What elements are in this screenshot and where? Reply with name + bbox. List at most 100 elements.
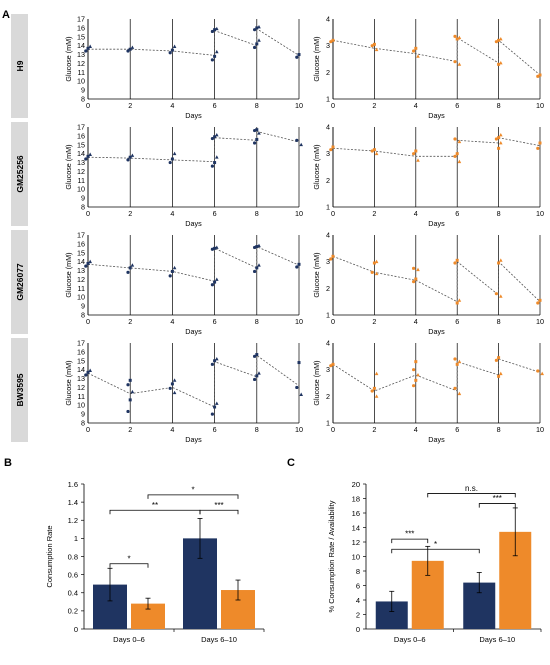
x-tick-label: 8 — [497, 101, 501, 110]
y-tick-label: 16 — [77, 131, 85, 140]
data-point — [416, 373, 420, 377]
data-point — [215, 357, 219, 361]
y-tick-label: 17 — [77, 15, 85, 24]
data-point — [168, 51, 172, 55]
data-point — [297, 361, 301, 365]
data-point — [257, 243, 261, 248]
data-point — [372, 148, 376, 152]
data-point — [168, 160, 172, 165]
y-tick-label: 2 — [326, 176, 330, 185]
y-tick-label: 10 — [77, 293, 85, 302]
y-axis-title: Glucose (mM) — [312, 252, 321, 297]
y-tick-label: 11 — [78, 284, 85, 293]
plot-right-gm26077: 1 2 3 4 0 2 4 6 8 10 Days Glucose (mM) — [312, 231, 544, 337]
x-tick-label: 8 — [255, 101, 259, 110]
y-tick-label: 3 — [326, 41, 330, 50]
y-tick-label: 9 — [81, 410, 85, 419]
y-tick-label: 12 — [77, 275, 85, 284]
data-point — [536, 146, 540, 150]
y-tick-label: 17 — [77, 339, 85, 348]
data-point — [416, 54, 420, 58]
x-tick-label: 4 — [414, 317, 418, 326]
data-point — [86, 370, 90, 374]
data-point — [297, 262, 301, 266]
data-point — [130, 45, 135, 49]
x-tick-label: 0 — [331, 209, 335, 218]
x-tick-label: 10 — [295, 101, 303, 110]
x-axis-title: Days — [185, 111, 202, 120]
x-tick-label: 2 — [128, 101, 132, 110]
data-point — [453, 60, 457, 64]
data-point — [215, 49, 219, 54]
x-tick-label: 0 — [86, 209, 90, 218]
data-point — [172, 378, 177, 382]
data-point — [331, 254, 335, 258]
y-tick-label: 1 — [326, 311, 330, 320]
data-point — [538, 298, 542, 302]
data-point — [213, 28, 217, 32]
data-point — [128, 398, 132, 402]
trend-line — [332, 358, 541, 392]
significance-label: ** — [152, 501, 158, 510]
data-point — [84, 373, 88, 377]
data-point — [372, 42, 376, 46]
y-tick-label: 13 — [77, 374, 85, 383]
significance-label: *** — [405, 530, 414, 539]
data-point — [414, 277, 418, 281]
x-tick-label: 8 — [255, 317, 259, 326]
x-tick-label: 10 — [295, 209, 303, 218]
trend-line — [87, 130, 300, 163]
trend-line — [87, 245, 300, 282]
y-tick-label: 15 — [77, 32, 85, 41]
x-tick-label: 0 — [331, 317, 335, 326]
y-tick-label: 16 — [77, 23, 85, 32]
data-point — [457, 35, 462, 40]
data-point — [257, 25, 261, 29]
row-label: GM26077 — [15, 263, 25, 301]
x-tick-label: 10 — [536, 101, 544, 110]
panel-label-c: C — [287, 457, 295, 469]
x-axis-title: Days — [428, 327, 445, 336]
x-tick-label: 10 — [295, 425, 303, 434]
y-tick-label: 18 — [352, 494, 360, 503]
y-tick-label: 17 — [77, 123, 85, 132]
data-point — [255, 128, 259, 132]
y-tick-label: 14 — [77, 365, 85, 374]
x-tick-label: 0 — [86, 101, 90, 110]
data-point — [412, 49, 416, 53]
x-tick-label: 6 — [213, 425, 217, 434]
y-tick-label: 1 — [326, 203, 330, 212]
data-point — [253, 377, 257, 382]
data-point — [414, 149, 418, 153]
y-tick-label: 11 — [78, 68, 85, 77]
data-point — [455, 152, 459, 156]
data-point — [210, 283, 214, 287]
data-point — [213, 54, 217, 58]
data-point — [255, 266, 259, 270]
y-tick-label: 11 — [78, 176, 85, 185]
row-label-strip — [11, 230, 28, 334]
data-point — [331, 145, 335, 149]
y-tick-label: 11 — [78, 392, 85, 401]
significance-label: * — [434, 540, 437, 549]
data-point — [453, 137, 457, 141]
data-point — [213, 246, 217, 250]
data-point — [84, 157, 88, 161]
data-point — [130, 153, 135, 157]
y-tick-label: 1.4 — [68, 498, 78, 507]
y-tick-label: 4 — [326, 339, 330, 348]
data-point — [128, 378, 132, 382]
data-point — [215, 277, 219, 281]
y-tick-label: 0 — [356, 625, 360, 634]
y-tick-label: 2 — [326, 68, 330, 77]
data-point — [494, 358, 498, 362]
y-tick-label: 0.2 — [68, 607, 78, 616]
y-axis-title: Glucose (mM) — [64, 360, 73, 405]
data-point — [414, 378, 418, 382]
x-tick-label: 0 — [331, 101, 335, 110]
data-point — [497, 62, 501, 66]
